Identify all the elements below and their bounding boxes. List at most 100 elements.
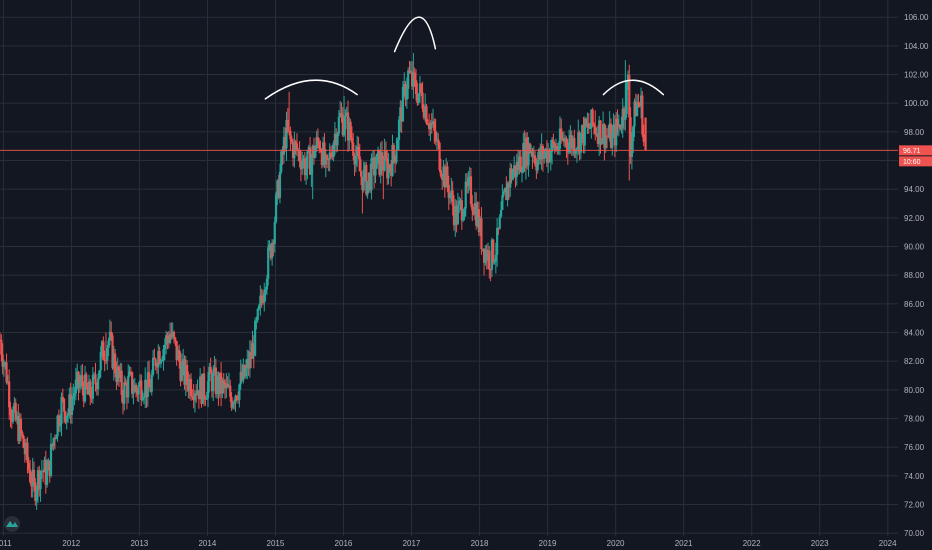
candle-down [413,72,416,81]
candle-up [625,81,628,114]
candle-up [98,370,101,379]
candle-up [333,133,337,143]
candle-up [530,151,533,154]
candle-down [319,148,322,151]
drawn-annotations[interactable] [264,16,665,100]
candle-up [55,436,58,440]
candle-up [518,156,521,170]
candle-down [539,149,542,160]
arc-annotation[interactable] [602,79,665,96]
candle-down [269,244,272,259]
candle-up [265,278,268,290]
candle-up [575,148,579,151]
candle-down [426,123,429,125]
candle-up [600,139,603,145]
candle-down [48,460,51,476]
candle-down [192,396,195,401]
candle-up [254,320,257,356]
candle-down [63,398,66,412]
price-axis[interactable]: 70.00 72.00 74.00 76.00 78.00 80.00 82.00 84.00… [904,13,929,538]
candle-up [36,470,40,491]
candle-down [252,343,255,356]
candle-up [91,374,94,399]
candle-down [81,375,84,387]
candle-up [66,413,70,417]
candle-down [455,206,458,225]
candle-down [295,143,299,151]
candle-up [354,155,357,165]
candle-down [451,190,454,206]
candle-up [448,194,452,199]
candle-down [472,210,475,215]
candle-up [401,86,405,122]
candle-up [577,132,580,149]
candle-down [1,354,4,367]
price-tick-label: 94.00 [904,185,925,194]
candle-down [9,407,12,416]
arc-annotation[interactable] [264,79,358,100]
candle-up [302,158,305,163]
candle-down [390,167,393,176]
candle-down [28,469,32,482]
candle-up [356,146,359,156]
candle-up [498,216,501,229]
candle-up [342,129,346,136]
candle-up [83,374,87,402]
candle-up [18,418,21,441]
candle-up [218,372,221,394]
candle-down [346,112,350,141]
candle-up [624,113,627,120]
candle-down [628,74,631,118]
candle-up [248,351,251,369]
candle-down [471,203,474,211]
candle-down [384,151,388,159]
candle-up [205,398,208,400]
candle-down [104,360,108,362]
candle-down [570,135,573,149]
candle-up [456,204,459,225]
tradingview-logo-icon[interactable] [4,516,20,532]
candle-down [340,112,343,115]
candle-down [145,379,148,398]
candle-up [462,217,465,221]
candle-down [226,383,229,388]
candle-up [445,166,448,188]
candle-down [17,415,20,441]
candle-up [213,367,216,373]
logo-mark[interactable] [6,521,18,527]
candle-down [492,239,495,263]
candle-up [142,396,146,399]
candle-down [178,350,181,362]
candle-up [366,181,369,195]
time-axis[interactable]: 2011 2012 2013 2014 2015 2016 2017 2018 2019 2020… [0,539,897,548]
candle-up [509,168,512,188]
candle-down [497,227,500,229]
candle-up [280,151,283,172]
candle-down [179,361,182,381]
candle-up [49,443,53,476]
candle-up [119,370,122,378]
candle-up [244,367,248,377]
candle-up [123,382,126,404]
candle-down [167,339,170,343]
candle-up [256,309,259,321]
candle-up [35,490,38,502]
candle-down [437,139,440,143]
price-tick-label: 78.00 [904,414,925,423]
arc-annotation[interactable] [393,16,437,53]
candle-down [582,125,585,146]
candle-down [8,381,11,408]
candle-up [251,343,254,359]
candle-down [378,149,381,175]
candle-down [528,143,531,154]
candle-up [337,116,340,134]
candle-up [522,143,525,173]
candle-up [632,126,635,142]
candle-down [565,138,568,147]
candle-up [201,373,204,404]
candle-up [418,83,422,94]
candle-down [425,106,428,124]
candle-down [294,141,297,144]
